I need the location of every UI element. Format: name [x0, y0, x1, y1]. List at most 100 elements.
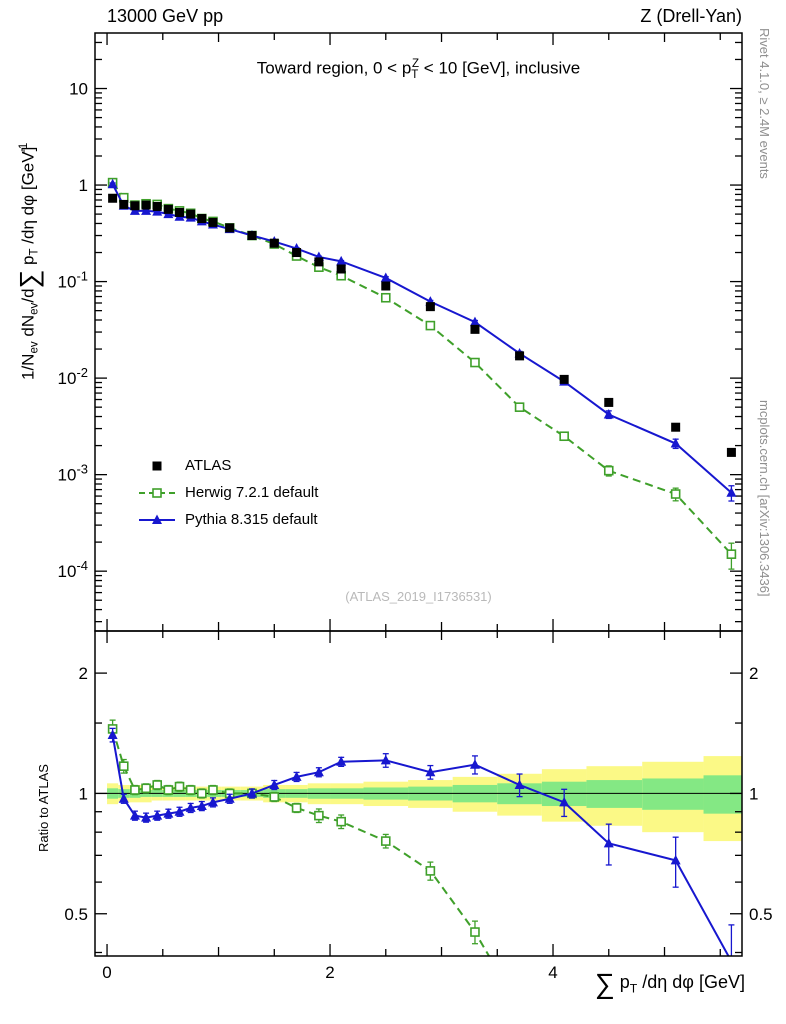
marker-triangle-filled [313, 766, 324, 777]
marker-triangle-filled [246, 787, 257, 798]
marker-square-open [152, 487, 162, 498]
marker-triangle-filled [141, 812, 152, 822]
marker-square-open [470, 927, 480, 937]
marker-triangle-filled [174, 806, 185, 816]
marker-square-filled [197, 214, 207, 224]
marker-square-filled [152, 461, 162, 470]
marker-triangle-filled [425, 766, 436, 777]
x-tick-label: 2 [325, 963, 334, 982]
marker-square-filled [314, 257, 324, 267]
marker-square-filled [141, 200, 151, 210]
marker-triangle-filled [514, 779, 525, 789]
square-filled-icon [152, 461, 162, 470]
band-green [703, 775, 742, 814]
marker-square-filled [152, 201, 162, 211]
process-label: Z (Drell-Yan) [640, 6, 742, 26]
marker-square-filled [292, 248, 302, 258]
marker-square-filled [726, 447, 736, 457]
analysis-id-watermark: (ATLAS_2019_I1736531) [345, 589, 492, 604]
uncertainty-bands [107, 756, 742, 842]
y-main-tick-label: 10-1 [58, 269, 88, 292]
marker-triangle-filled [731, 955, 732, 956]
marker-triangle-filled [196, 800, 207, 811]
marker-triangle-filled [107, 729, 118, 740]
marker-triangle-filled [107, 178, 118, 189]
y-axis-label-main: 1/Nev dNev/d∑ pT /dη dφ [GeV]-1 [14, 142, 44, 380]
marker-square-open [470, 357, 480, 368]
main-panel-series [107, 177, 737, 570]
marker-square-open [163, 785, 174, 795]
triangle-filled-icon [139, 514, 175, 524]
marker-triangle-filled [152, 514, 162, 524]
legend-entry: Herwig 7.2.1 default [138, 479, 318, 506]
marker-triangle-filled [129, 810, 140, 820]
marker-triangle-filled [141, 205, 152, 215]
marker-triangle-filled [207, 796, 218, 807]
marker-square-filled [119, 199, 129, 209]
x-axis-label: ∑ pT /dη dφ [GeV] [594, 968, 745, 999]
marker-square-filled [247, 231, 257, 241]
marker-square-filled [559, 374, 569, 384]
marker-square-filled [225, 223, 235, 233]
marker-square-open [197, 788, 207, 799]
marker-triangle-filled [603, 837, 614, 848]
marker-square-filled [130, 201, 140, 211]
marker-square-filled [336, 264, 346, 274]
marker-square-open [514, 402, 525, 412]
marker-square-open [152, 780, 163, 790]
marker-triangle-filled [224, 793, 235, 803]
main-panel-frame [94, 32, 743, 632]
marker-square-filled [269, 238, 279, 248]
marker-square-open [425, 320, 436, 331]
marker-square-filled [425, 302, 435, 312]
ratio-panel-frame [94, 630, 743, 957]
marker-triangle-filled [670, 438, 681, 448]
marker-square-filled [108, 193, 118, 203]
marker-square-open [726, 549, 737, 559]
marker-triangle-filled [469, 759, 480, 769]
marker-triangle-filled [185, 802, 196, 812]
y-main-tick-label: 10 [69, 80, 88, 99]
legend-label: Herwig 7.2.1 default [185, 484, 319, 501]
marker-square-open [559, 431, 569, 442]
marker-square-filled [515, 351, 525, 361]
marker-square-filled [381, 281, 391, 291]
y-main-tick-label: 10-2 [58, 365, 88, 388]
marker-square-open [380, 836, 391, 846]
y-ratio-tick-label-left: 1 [79, 784, 88, 803]
y-main-tick-label: 10-3 [58, 462, 88, 485]
marker-square-open [118, 761, 129, 771]
marker-square-filled [208, 217, 218, 227]
marker-square-open [141, 783, 151, 794]
marker-triangle-filled [670, 854, 681, 865]
marker-square-filled [470, 324, 480, 334]
y-axis-label-ratio: Ratio to ATLAS [36, 764, 51, 852]
x-tick-label: 0 [102, 963, 111, 982]
marker-square-open [516, 1004, 524, 1012]
y-ratio-tick-label-right: 2 [749, 664, 758, 683]
marker-square-open [185, 785, 196, 795]
legend-entry: Pythia 8.315 default [138, 506, 318, 533]
marker-triangle-filled [118, 793, 129, 803]
legend-label: Pythia 8.315 default [185, 511, 318, 528]
legend: ATLAS Herwig 7.2.1 default Pythia 8.315 de… [138, 452, 318, 533]
marker-triangle-filled [603, 408, 614, 419]
beam-energy-label: 13000 GeV pp [107, 6, 224, 26]
band-green [586, 780, 643, 808]
marker-square-open [603, 465, 614, 476]
observable-title: Toward region, 0 < pTZ < 10 [GeV], inclu… [256, 58, 581, 82]
y-ratio-tick-label-left: 0.5 [64, 905, 88, 924]
y-ratio-tick-label-right: 1 [749, 784, 758, 803]
marker-triangle-filled [469, 316, 480, 327]
ratio-panel-series [107, 719, 735, 1012]
marker-triangle-filled [163, 808, 174, 818]
marker-square-open [269, 792, 280, 802]
legend-label: ATLAS [185, 457, 232, 474]
marker-square-open [380, 292, 391, 303]
marker-square-filled [175, 207, 185, 217]
square-open-icon [139, 487, 175, 498]
series-line [111, 728, 491, 956]
marker-square-open [314, 810, 324, 821]
